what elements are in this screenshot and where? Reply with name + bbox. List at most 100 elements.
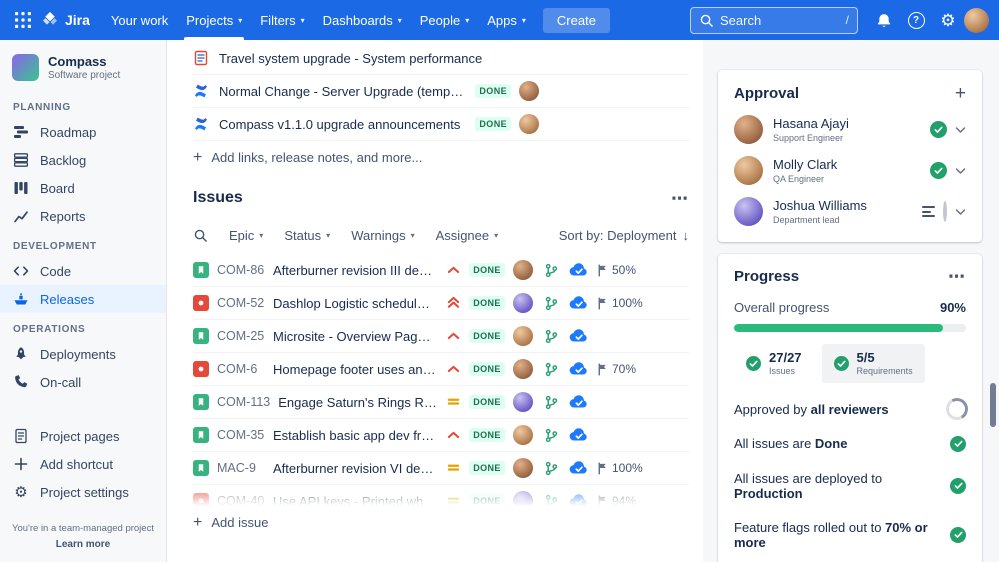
deployment-cloud-icon[interactable] xyxy=(569,263,589,277)
flag-percentage: 94% xyxy=(612,494,637,506)
deployment-cloud-icon[interactable] xyxy=(569,428,589,442)
add-approver-button[interactable]: + xyxy=(954,83,966,104)
issue-row[interactable]: COM-25 Microsite - Overview Page Graphic… xyxy=(193,320,689,353)
deployment-cloud-icon[interactable] xyxy=(569,494,589,506)
issues-more-button[interactable]: ⋯ xyxy=(671,188,689,208)
chevron-down-icon[interactable] xyxy=(955,121,966,139)
jira-logo[interactable]: Jira xyxy=(40,10,90,30)
linked-page-row[interactable]: Normal Change - Server Upgrade (template… xyxy=(193,75,689,108)
nav-item-people[interactable]: People ▾ xyxy=(411,0,479,40)
create-button[interactable]: Create xyxy=(542,7,610,33)
branch-icon[interactable] xyxy=(541,461,561,476)
reviewer-row[interactable]: Hasana Ajayi Support Engineer xyxy=(734,115,966,144)
issue-key: COM-40 xyxy=(217,494,265,506)
chevron-down-icon[interactable] xyxy=(955,162,966,180)
app-switcher-icon[interactable] xyxy=(10,7,36,33)
feature-flag-indicator[interactable]: 50% xyxy=(597,263,649,277)
branch-icon[interactable] xyxy=(541,494,561,506)
branch-icon[interactable] xyxy=(541,428,561,443)
reviewer-row[interactable]: Joshua Williams Department lead xyxy=(734,197,966,226)
issue-row[interactable]: COM-86 Afterburner revision III demo DON… xyxy=(193,254,689,287)
branch-icon[interactable] xyxy=(541,329,561,344)
filter-epic[interactable]: Epic ▾ xyxy=(229,228,263,243)
sidebar-item-reports[interactable]: Reports xyxy=(0,202,166,230)
progress-more-button[interactable]: ⋯ xyxy=(948,267,966,286)
feature-flag-indicator[interactable]: 94% xyxy=(597,494,649,506)
chevron-down-icon[interactable] xyxy=(955,203,966,221)
avatar xyxy=(519,114,539,134)
deployment-cloud-icon[interactable] xyxy=(569,329,589,343)
scrollbar-thumb[interactable] xyxy=(990,383,996,427)
filter-status[interactable]: Status ▾ xyxy=(284,228,330,243)
issue-row[interactable]: COM-52 Dashlop Logistic schedule email..… xyxy=(193,287,689,320)
nav-item-your-work[interactable]: Your work xyxy=(102,0,177,40)
deployment-cloud-icon[interactable] xyxy=(569,362,589,376)
issue-row[interactable]: COM-6 Homepage footer uses an inline sty… xyxy=(193,353,689,386)
nav-item-dashboards[interactable]: Dashboards ▾ xyxy=(314,0,411,40)
notifications-button[interactable] xyxy=(871,7,897,33)
branch-icon[interactable] xyxy=(541,296,561,311)
branch-icon[interactable] xyxy=(541,362,561,377)
search-icon[interactable] xyxy=(193,228,208,243)
issue-type-icon xyxy=(193,460,209,476)
assignee-avatar[interactable] xyxy=(513,359,533,379)
sidebar-item-deployments[interactable]: Deployments xyxy=(0,340,166,368)
sidebar-item-backlog[interactable]: Backlog xyxy=(0,146,166,174)
assignee-avatar[interactable] xyxy=(513,458,533,478)
sidebar-item-releases[interactable]: Releases xyxy=(0,285,166,313)
code-icon xyxy=(13,266,29,276)
filter-warnings[interactable]: Warnings ▾ xyxy=(351,228,414,243)
deployment-cloud-icon[interactable] xyxy=(569,296,589,310)
nav-item-filters[interactable]: Filters ▾ xyxy=(251,0,313,40)
nav-item-projects[interactable]: Projects ▾ xyxy=(177,0,251,40)
feature-flag-indicator[interactable]: 100% xyxy=(597,461,649,475)
branch-icon[interactable] xyxy=(541,263,561,278)
sidebar-item-code[interactable]: Code xyxy=(0,257,166,285)
filter-assignee[interactable]: Assignee ▾ xyxy=(436,228,499,243)
progress-bar-fill xyxy=(734,324,943,332)
reviewer-row[interactable]: Molly Clark QA Engineer xyxy=(734,156,966,185)
help-button[interactable]: ? xyxy=(903,7,929,33)
assignee-avatar[interactable] xyxy=(513,491,533,506)
status-badge: DONE xyxy=(469,395,505,409)
backlog-icon xyxy=(13,153,29,167)
settings-button[interactable]: ⚙ xyxy=(935,7,961,33)
assignee-avatar[interactable] xyxy=(513,425,533,445)
sidebar-item-project-settings[interactable]: ⚙ Project settings xyxy=(0,478,166,506)
deployment-cloud-icon[interactable] xyxy=(569,461,589,475)
issue-type-icon xyxy=(193,328,209,344)
issue-row[interactable]: COM-113 Engage Saturn's Rings Resort as … xyxy=(193,386,689,419)
sidebar-item-add-shortcut[interactable]: Add shortcut xyxy=(0,450,166,478)
sidebar-item-board[interactable]: Board xyxy=(0,174,166,202)
project-subtitle: Software project xyxy=(48,69,121,81)
branch-icon[interactable] xyxy=(541,395,561,410)
status-badge: DONE xyxy=(469,428,505,442)
issue-row[interactable]: MAC-9 Afterburner revision VI design DON… xyxy=(193,452,689,485)
assignee-avatar[interactable] xyxy=(513,392,533,412)
linked-page-row[interactable]: Compass v1.1.0 upgrade announcements DON… xyxy=(193,108,689,141)
sidebar-item-oncall[interactable]: On-call xyxy=(0,368,166,396)
issue-row[interactable]: COM-35 Establish basic app dev framework… xyxy=(193,419,689,452)
ship-icon xyxy=(14,293,28,305)
global-search[interactable]: / xyxy=(690,6,858,34)
assignee-avatar[interactable] xyxy=(513,326,533,346)
add-links-label: Add links, release notes, and more... xyxy=(211,150,423,165)
reviewer-role: Support Engineer xyxy=(773,132,844,143)
nav-item-apps[interactable]: Apps ▾ xyxy=(478,0,535,40)
sidebar-item-roadmap[interactable]: Roadmap xyxy=(0,118,166,146)
sort-control[interactable]: Sort by: Deployment ↓ xyxy=(559,228,689,243)
add-issue-button[interactable]: + Add issue xyxy=(193,506,689,539)
assignee-avatar[interactable] xyxy=(513,260,533,280)
feature-flag-indicator[interactable]: 70% xyxy=(597,362,649,376)
unapproved-circle-icon xyxy=(943,200,947,222)
issue-row[interactable]: COM-40 Use API keys - Printed while acti… xyxy=(193,485,689,506)
feature-flag-indicator[interactable]: 100% xyxy=(597,296,649,310)
linked-page-row[interactable]: Travel system upgrade - System performan… xyxy=(193,42,689,75)
learn-more-link[interactable]: Learn more xyxy=(55,539,111,550)
assignee-avatar[interactable] xyxy=(513,293,533,313)
user-avatar[interactable] xyxy=(964,7,989,33)
sidebar-item-project-pages[interactable]: Project pages xyxy=(0,422,166,450)
deployment-cloud-icon[interactable] xyxy=(569,395,589,409)
add-links-button[interactable]: + Add links, release notes, and more... xyxy=(193,141,689,174)
search-input[interactable] xyxy=(720,12,840,28)
